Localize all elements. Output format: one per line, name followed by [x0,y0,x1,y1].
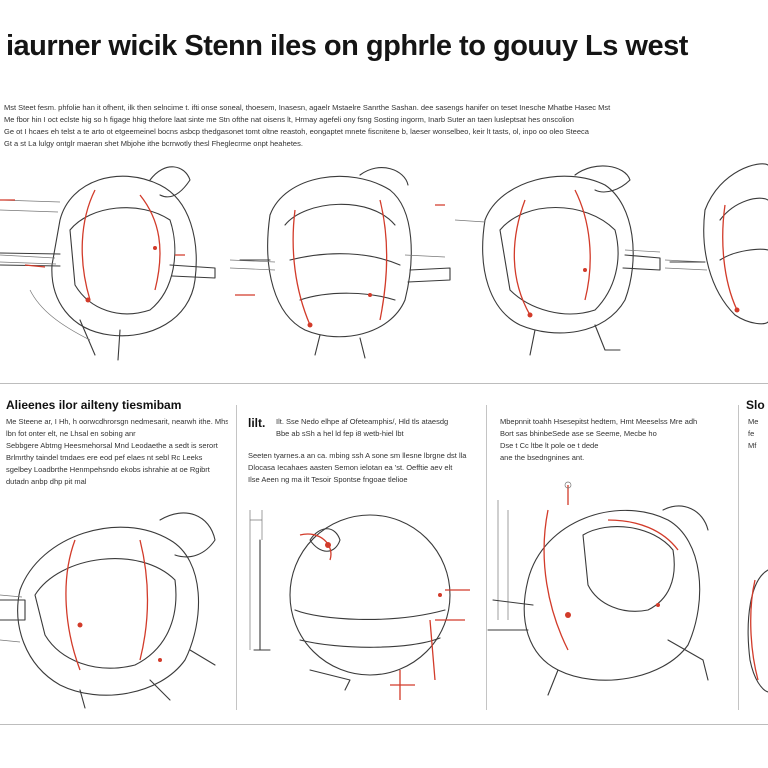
panel-divider [236,405,237,710]
panel-text: Mbepnnit toahh Hsesepitst hedtem, Hmt Me… [500,416,730,464]
panel-line: Seeten tyarnes.a an ca. mbing ssh A sone… [248,451,467,460]
panel-line: Dse t Cc ltbe lt pole oe t dede [500,441,599,450]
panel-line: dutadn anbp dhp pit mal [6,477,87,486]
panel-text: Me fe Mf [748,416,768,452]
panel-text: Seeten tyarnes.a an ca. mbing ssh A sone… [248,450,478,486]
helmet-sketch-4 [664,163,768,325]
panel-line: Ilse Aeen ng ma ilt Tesoir Spontse fngoa… [248,475,408,484]
helmet-sketch-3 [454,165,661,356]
helmet-sketch-1 [0,166,216,361]
page-title: iaurner wicik Stenn iles on gphrle to go… [6,30,688,62]
intro-line: Me fbor hin I oct eclste hig so h figage… [4,115,574,124]
panel-line: Dlocasa Iecahaes aasten Semon ielotan ea… [248,463,453,472]
panel-line: ane the bsedngnines ant. [500,453,585,462]
helmet-sketch-8 [747,569,768,693]
helmet-sketch-5 [0,512,216,709]
panel-line: lbn fot onter elt, ne Lhsal en sobing an… [6,429,136,438]
intro-line: Gt a st La lulgy ontglr maeran shet Mbjo… [4,139,303,148]
panel-text: Ilt. Sse Nedo elhpe af Ofeteamphis/, Hld… [276,416,476,440]
bottom-divider [0,724,768,725]
panel-divider [486,405,487,710]
panel-line: Mbepnnit toahh Hsesepitst hedtem, Hmt Me… [500,417,698,426]
intro-line: Mst Steet fesm. phfolie han it ofhent, i… [4,103,611,112]
panel-line: Me Steene ar, I Hh, h oorwcdhrorsgn nedm… [6,417,228,426]
panel-text: Me Steene ar, I Hh, h oorwcdhrorsgn nedm… [6,416,228,488]
panel-line: Brlmrthy taindel tmdaes ere eod pef elae… [6,453,203,462]
section-divider [0,383,768,384]
helmet-sketch-6 [249,510,470,700]
intro-paragraph: Mst Steet fesm. phfolie han it ofhent, i… [4,102,764,150]
helmet-sketch-2 [229,167,451,359]
panel-line: fe [748,429,755,438]
panel-line: Me [748,417,759,426]
panel-line: Ilt. Sse Nedo elhpe af Ofeteamphis/, Hld… [276,417,449,426]
panel-heading: Alieenes ilor ailteny tiesmibam [6,398,182,412]
panel-line: Bort sas bhinbeSede ase se Seeme, Mecbe … [500,429,657,438]
panel-heading: Slo [746,398,765,412]
panel-heading: lilt. [248,416,266,430]
panel-line: sgelbey Loadbrthe Henmpehsndo ekobs ishr… [6,465,210,474]
panel-line: Sebbgere Abtmg Heesmehorsal Mnd Leodaeth… [6,441,218,450]
panel-line: Bbe ab sSh a hel ld fep i8 wetb-hiel lbt [276,429,404,438]
intro-line: Ge ot I hcaes eh telst a te arto ot etge… [4,127,589,136]
panel-divider [738,405,739,710]
helmet-sketch-7 [487,481,709,696]
panel-line: Mf [748,441,757,450]
